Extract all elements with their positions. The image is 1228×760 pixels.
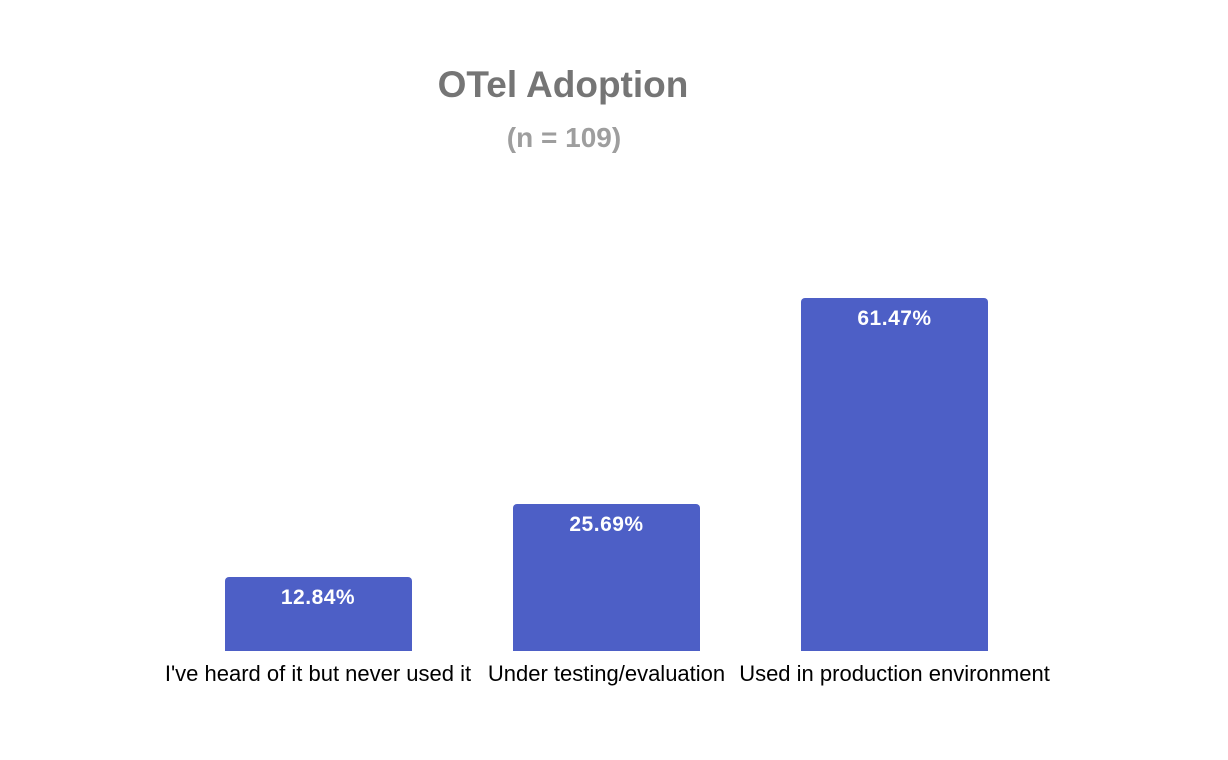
chart-title: OTel Adoption: [437, 64, 689, 105]
bar-1: 12.84%: [224, 577, 412, 651]
bar-value-label: 12.84%: [280, 586, 356, 609]
category-label-1: I've heard of it but never used it: [164, 661, 472, 686]
chart-subtitle: (n = 109): [506, 122, 622, 153]
bar-value-label: 25.69%: [569, 513, 644, 536]
bar-value-label: 61.47%: [857, 307, 932, 330]
category-label-2: Under testing/evaluation: [487, 661, 726, 686]
bar-2: 25.69%: [513, 504, 700, 651]
category-label-3: Used in production environment: [739, 661, 1050, 686]
bar-3: 61.47%: [801, 298, 988, 651]
